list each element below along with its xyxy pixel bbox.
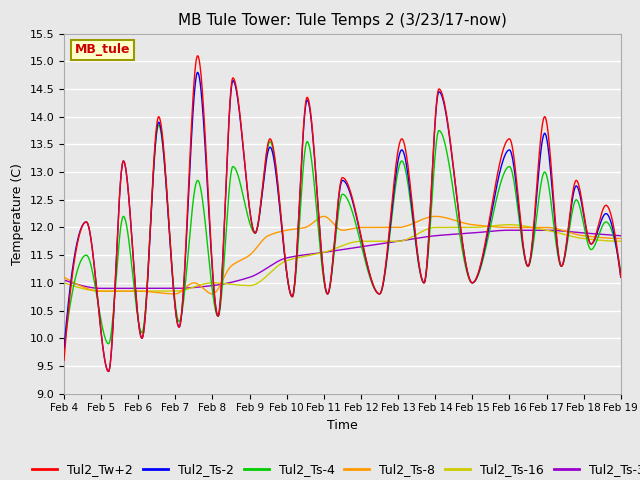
Tul2_Ts-16 bbox=[331, 246, 339, 252]
Tul2_Ts-4 bbox=[601, 219, 609, 225]
Tul2_Ts-16 bbox=[499, 222, 506, 228]
Tul2_Ts-8 bbox=[316, 215, 324, 220]
Tul2_Ts-8 bbox=[60, 275, 68, 280]
Tul2_Tw+2 bbox=[332, 229, 339, 235]
Tul2_Ts-8 bbox=[602, 235, 609, 241]
Tul2_Ts-8 bbox=[209, 291, 216, 297]
Tul2_Ts-8 bbox=[88, 287, 96, 293]
Tul2_Ts-2 bbox=[317, 238, 324, 244]
Tul2_Ts-2 bbox=[602, 211, 609, 216]
Tul2_Ts-32 bbox=[331, 248, 339, 253]
Tul2_Tw+2 bbox=[499, 147, 507, 153]
Tul2_Ts-2 bbox=[332, 230, 339, 236]
Line: Tul2_Ts-8: Tul2_Ts-8 bbox=[64, 216, 621, 294]
Line: Tul2_Ts-16: Tul2_Ts-16 bbox=[64, 225, 621, 291]
Tul2_Ts-16 bbox=[316, 251, 324, 256]
Tul2_Ts-8 bbox=[617, 236, 625, 241]
Tul2_Ts-16 bbox=[617, 239, 625, 244]
Tul2_Ts-4 bbox=[601, 220, 609, 226]
Tul2_Ts-4 bbox=[155, 122, 163, 128]
Tul2_Ts-4 bbox=[331, 241, 339, 247]
Tul2_Ts-32 bbox=[601, 232, 609, 238]
Tul2_Ts-32 bbox=[602, 232, 609, 238]
Tul2_Ts-32 bbox=[97, 286, 105, 291]
Legend: Tul2_Tw+2, Tul2_Ts-2, Tul2_Ts-4, Tul2_Ts-8, Tul2_Ts-16, Tul2_Ts-32: Tul2_Tw+2, Tul2_Ts-2, Tul2_Ts-4, Tul2_Ts… bbox=[27, 458, 640, 480]
Tul2_Ts-4 bbox=[60, 347, 68, 352]
Tul2_Ts-2 bbox=[499, 158, 507, 164]
Tul2_Tw+2 bbox=[317, 237, 324, 243]
Line: Tul2_Ts-4: Tul2_Ts-4 bbox=[64, 125, 621, 349]
Tul2_Ts-8 bbox=[431, 214, 439, 219]
Tul2_Ts-4 bbox=[499, 174, 506, 180]
Tul2_Tw+2 bbox=[60, 358, 68, 363]
Tul2_Tw+2 bbox=[617, 275, 625, 280]
Tul2_Ts-4 bbox=[88, 269, 96, 275]
Line: Tul2_Tw+2: Tul2_Tw+2 bbox=[64, 56, 621, 372]
Tul2_Ts-32 bbox=[88, 285, 96, 290]
Tul2_Ts-32 bbox=[617, 233, 625, 239]
Tul2_Ts-32 bbox=[506, 228, 513, 233]
Tul2_Ts-32 bbox=[499, 228, 506, 233]
Tul2_Ts-2 bbox=[617, 275, 625, 280]
Tul2_Tw+2 bbox=[105, 369, 113, 374]
Tul2_Ts-16 bbox=[506, 222, 513, 228]
Tul2_Ts-8 bbox=[331, 223, 339, 228]
Tul2_Ts-2 bbox=[60, 347, 68, 352]
Tul2_Ts-32 bbox=[60, 277, 68, 283]
Tul2_Ts-16 bbox=[88, 288, 96, 293]
Tul2_Ts-16 bbox=[602, 238, 609, 243]
Title: MB Tule Tower: Tule Temps 2 (3/23/17-now): MB Tule Tower: Tule Temps 2 (3/23/17-now… bbox=[178, 13, 507, 28]
Tul2_Tw+2 bbox=[601, 203, 609, 209]
Tul2_Ts-16 bbox=[97, 288, 105, 294]
Tul2_Ts-2 bbox=[88, 247, 96, 252]
Line: Tul2_Ts-2: Tul2_Ts-2 bbox=[64, 72, 621, 372]
X-axis label: Time: Time bbox=[327, 419, 358, 432]
Tul2_Ts-2 bbox=[194, 70, 202, 75]
Tul2_Ts-8 bbox=[499, 225, 507, 230]
Tul2_Ts-2 bbox=[105, 369, 113, 374]
Tul2_Ts-8 bbox=[601, 235, 609, 241]
Tul2_Ts-4 bbox=[617, 269, 625, 275]
Tul2_Tw+2 bbox=[602, 203, 609, 208]
Tul2_Tw+2 bbox=[194, 53, 202, 59]
Tul2_Ts-4 bbox=[316, 247, 324, 252]
Y-axis label: Temperature (C): Temperature (C) bbox=[11, 163, 24, 264]
Tul2_Ts-16 bbox=[60, 280, 68, 286]
Tul2_Tw+2 bbox=[88, 247, 96, 252]
Tul2_Ts-2 bbox=[601, 211, 609, 217]
Tul2_Ts-32 bbox=[316, 250, 324, 256]
Text: MB_tule: MB_tule bbox=[75, 43, 131, 56]
Line: Tul2_Ts-32: Tul2_Ts-32 bbox=[64, 230, 621, 288]
Tul2_Ts-16 bbox=[601, 238, 609, 243]
